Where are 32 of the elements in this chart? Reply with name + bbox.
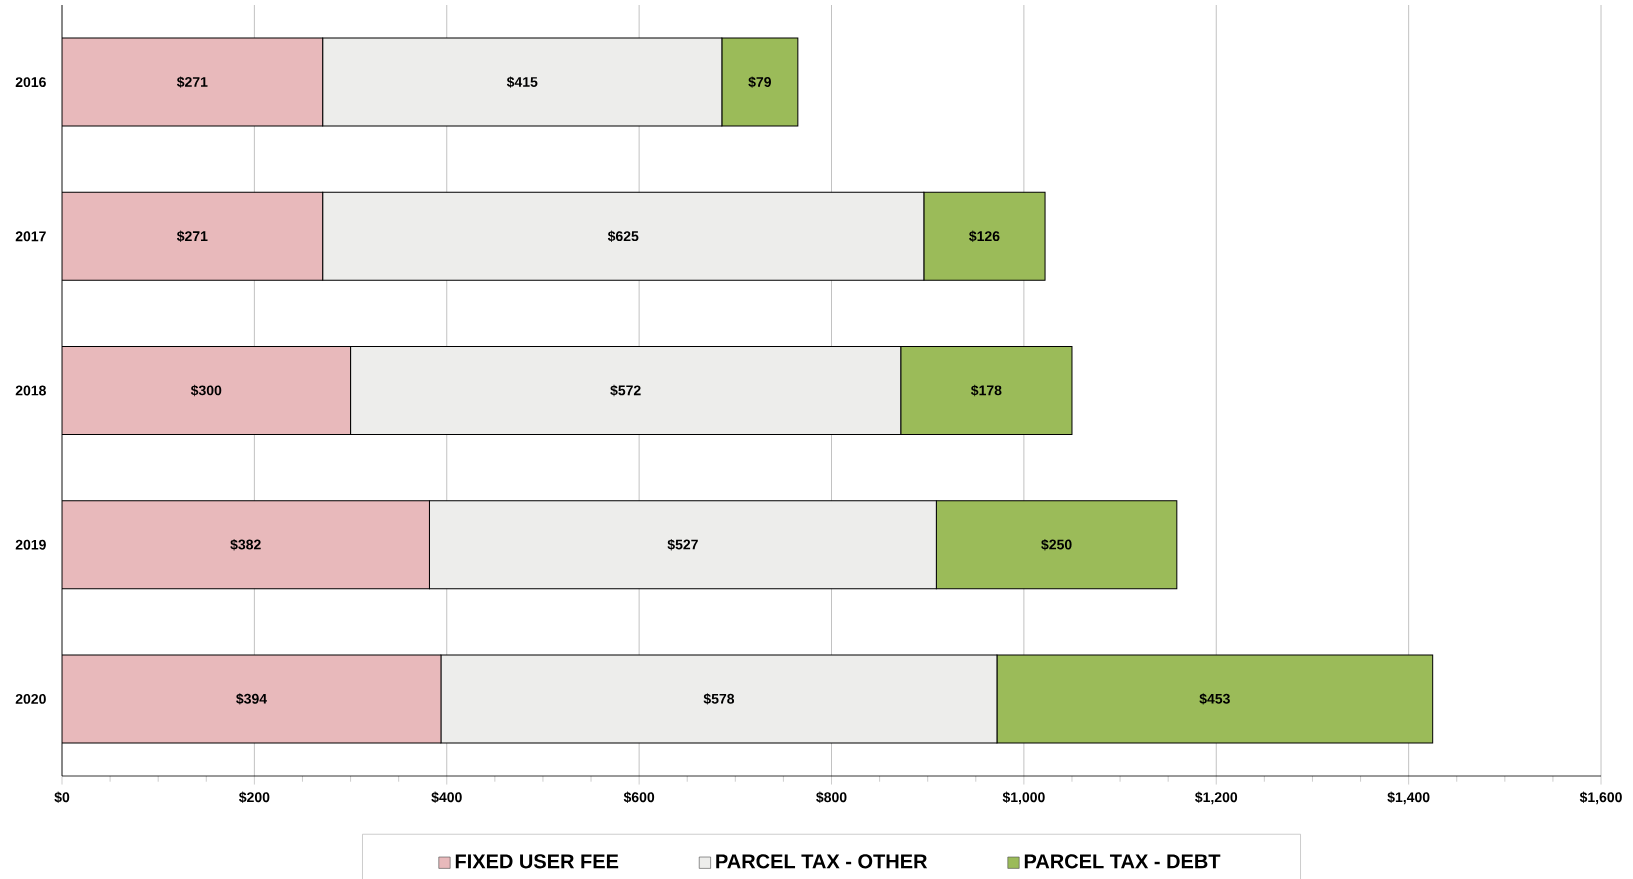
x-tick-label: $1,400: [1387, 791, 1430, 805]
x-tick-label: $400: [431, 791, 462, 804]
x-tick-label: $1,600: [1579, 791, 1622, 805]
x-tick-label: $1,200: [1195, 791, 1238, 805]
legend-label: FIXED USER FEE: [455, 854, 619, 869]
y-tick-label: 2016: [15, 77, 46, 88]
y-tick-label: 2020: [15, 693, 46, 704]
data-label: $527: [667, 538, 698, 551]
data-label: $126: [969, 230, 1000, 243]
x-tick-label: $600: [623, 791, 655, 804]
data-label: $394: [236, 693, 267, 705]
data-label: $453: [1199, 693, 1230, 705]
data-label: $578: [703, 693, 735, 705]
data-label: $271: [176, 230, 208, 243]
data-label: $625: [607, 230, 639, 243]
legend-label: PARCEL TAX - OTHER: [716, 854, 928, 869]
data-label: $79: [748, 76, 771, 88]
data-label: $572: [610, 384, 641, 397]
data-label: $300: [190, 384, 222, 397]
y-tick-label: 2019: [15, 539, 46, 550]
x-tick-label: $800: [816, 791, 847, 804]
legend-label: PARCEL TAX - DEBT: [1024, 854, 1221, 869]
data-label: $178: [970, 384, 1002, 397]
y-tick-label: 2017: [15, 231, 46, 242]
data-label: $382: [230, 538, 261, 551]
y-tick-label: 2018: [15, 385, 46, 396]
data-label: $271: [176, 76, 208, 88]
x-tick-label: $1,000: [1002, 791, 1045, 805]
data-label: $250: [1041, 538, 1072, 551]
x-tick-label: $200: [239, 791, 270, 804]
data-label: $415: [506, 76, 538, 88]
x-tick-label: $0: [54, 791, 70, 804]
